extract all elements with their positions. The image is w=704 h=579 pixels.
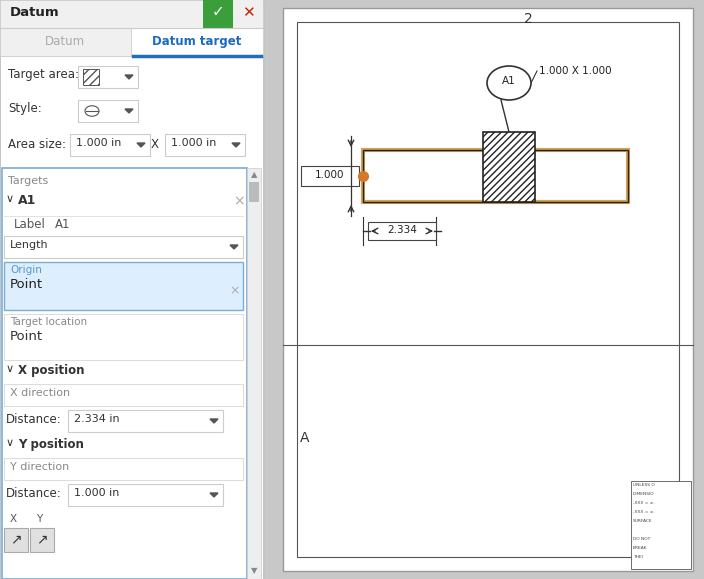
Text: Datum: Datum	[10, 6, 60, 19]
Text: 1.000 in: 1.000 in	[74, 488, 120, 498]
Bar	[70, 134, 150, 156]
Text: 1.000 in: 1.000 in	[76, 138, 121, 148]
Text: A1: A1	[502, 76, 516, 86]
Ellipse shape	[487, 66, 531, 100]
Text: ▼: ▼	[251, 566, 257, 575]
Polygon shape	[210, 493, 218, 497]
Text: ×: ×	[233, 194, 245, 208]
Polygon shape	[230, 245, 238, 249]
Text: Y direction: Y direction	[10, 462, 69, 472]
Text: Target area:: Target area:	[8, 68, 79, 81]
Bar	[368, 222, 436, 240]
Bar	[78, 100, 138, 122]
Bar	[0, 56, 263, 579]
Text: .XXX = ±.: .XXX = ±.	[633, 501, 655, 505]
Bar	[301, 166, 359, 186]
Text: Origin: Origin	[10, 265, 42, 275]
Text: DO NOT: DO NOT	[633, 537, 650, 541]
Text: X position: X position	[18, 364, 84, 377]
Text: Distance:: Distance:	[6, 487, 62, 500]
Bar	[68, 410, 223, 432]
Text: X direction: X direction	[10, 388, 70, 398]
Text: Distance:: Distance:	[6, 413, 62, 426]
Bar	[4, 314, 243, 360]
Polygon shape	[125, 109, 133, 113]
Bar	[78, 66, 138, 88]
Text: UNLESS O: UNLESS O	[633, 483, 655, 487]
Bar	[203, 0, 233, 28]
Text: ∨: ∨	[6, 194, 14, 204]
Text: A: A	[300, 431, 310, 445]
Text: 2: 2	[524, 12, 532, 26]
Polygon shape	[232, 143, 240, 147]
Bar	[131, 28, 263, 56]
Polygon shape	[210, 419, 218, 423]
Bar	[363, 150, 628, 202]
Text: ✓: ✓	[212, 4, 225, 19]
Text: A1: A1	[18, 194, 37, 207]
Text: 1.000 X 1.000: 1.000 X 1.000	[539, 66, 612, 76]
Text: 2.334 in: 2.334 in	[74, 414, 120, 424]
Bar	[68, 484, 223, 506]
Bar	[247, 168, 261, 579]
Ellipse shape	[85, 106, 99, 116]
Text: Area size:: Area size:	[8, 138, 66, 151]
Bar	[363, 150, 628, 202]
Text: 1.000: 1.000	[315, 170, 345, 180]
Text: Datum: Datum	[45, 35, 85, 48]
Text: Point: Point	[10, 278, 43, 291]
Bar	[233, 0, 263, 28]
Text: Length: Length	[10, 240, 49, 250]
Text: SURFACE: SURFACE	[633, 519, 653, 523]
Text: Label: Label	[14, 218, 46, 231]
Text: X: X	[10, 514, 17, 524]
Text: 1.000 in: 1.000 in	[171, 138, 216, 148]
Bar	[4, 384, 243, 406]
Text: Style:: Style:	[8, 102, 42, 115]
Bar	[249, 182, 259, 202]
Bar	[631, 481, 691, 569]
Bar	[4, 262, 243, 310]
Polygon shape	[125, 75, 133, 79]
Bar	[297, 22, 679, 557]
Text: 2.334: 2.334	[387, 225, 417, 235]
Text: ↗: ↗	[10, 532, 22, 546]
Text: X: X	[151, 138, 159, 151]
Text: B: B	[300, 169, 310, 183]
Text: Y: Y	[36, 514, 42, 524]
Bar	[283, 8, 693, 571]
Text: ▲: ▲	[251, 170, 257, 179]
Text: ✕: ✕	[241, 5, 254, 20]
Text: Targets: Targets	[8, 176, 49, 186]
Bar	[2, 168, 247, 579]
Bar	[4, 528, 28, 552]
Bar	[0, 28, 131, 56]
Bar	[0, 0, 263, 579]
Bar	[263, 0, 704, 579]
Text: Datum target: Datum target	[152, 35, 241, 48]
Text: ↗: ↗	[36, 532, 48, 546]
Text: THEI: THEI	[633, 555, 643, 559]
Text: ∨: ∨	[6, 438, 14, 448]
Bar	[4, 236, 243, 258]
Text: DIMENSIO: DIMENSIO	[633, 492, 655, 496]
Text: Y position: Y position	[18, 438, 84, 451]
Text: .XXX = ±.: .XXX = ±.	[633, 510, 655, 514]
Bar	[83, 69, 99, 85]
Text: ∨: ∨	[6, 364, 14, 374]
Polygon shape	[137, 143, 145, 147]
Text: Target location: Target location	[10, 317, 87, 327]
Bar	[0, 0, 263, 28]
Text: A1: A1	[55, 218, 70, 231]
Bar	[30, 528, 54, 552]
Bar	[483, 132, 535, 202]
Text: Point: Point	[10, 330, 43, 343]
Bar	[165, 134, 245, 156]
Bar	[4, 458, 243, 480]
Text: ×: ×	[230, 284, 240, 297]
Text: BREAK: BREAK	[633, 546, 648, 550]
